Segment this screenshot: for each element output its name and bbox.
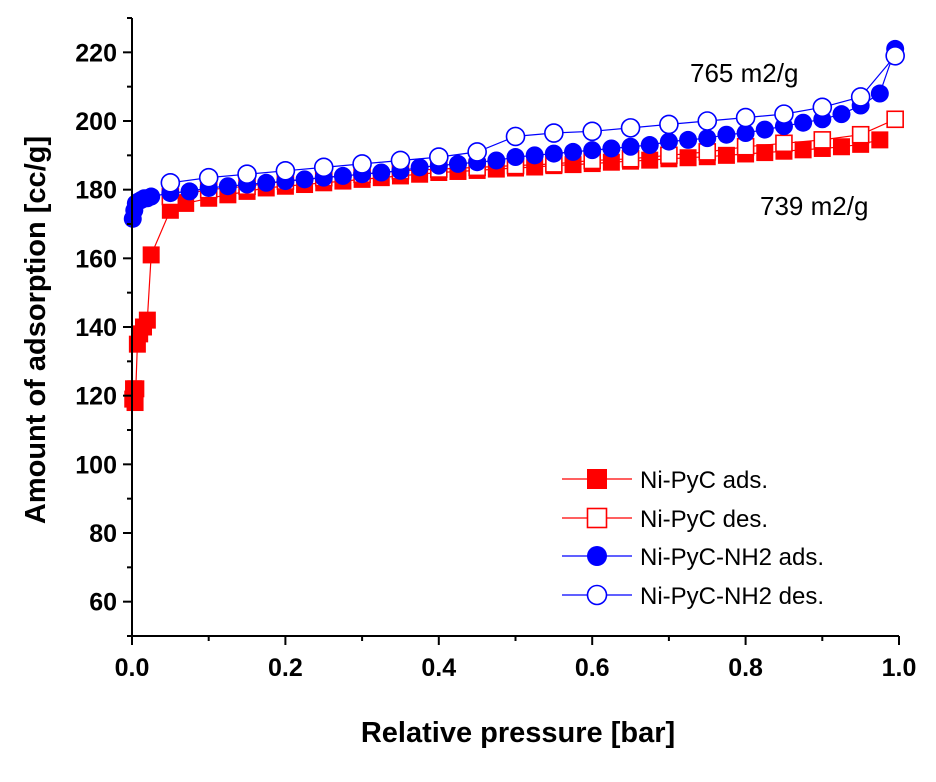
legend-marker-ni-pyc-ads xyxy=(587,469,607,489)
x-tick-label: 0.0 xyxy=(115,654,150,682)
y-tick-label: 180 xyxy=(75,177,117,205)
data-point xyxy=(832,105,851,124)
data-point xyxy=(775,134,793,153)
data-point xyxy=(237,164,257,185)
data-point xyxy=(774,104,794,124)
data-point xyxy=(697,111,718,131)
legend-label-ni-pyc-nh2-des: Ni-PyC-NH2 des. xyxy=(640,583,824,610)
data-point xyxy=(698,129,717,148)
legend-entry-ni-pyc-nh2-ads: Ni-PyC-NH2 ads. xyxy=(562,544,824,571)
data-point xyxy=(564,142,583,161)
data-point xyxy=(138,311,156,329)
data-point xyxy=(871,131,889,149)
data-point xyxy=(583,141,602,160)
data-point xyxy=(640,136,659,155)
data-point xyxy=(257,173,276,192)
legend-marker-ni-pyc-nh2-des xyxy=(586,584,608,606)
data-point xyxy=(544,144,563,163)
data-point xyxy=(142,187,161,206)
x-axis-title: Relative pressure [bar] xyxy=(361,717,675,749)
axes: 0.0 0.2 0.4 0.6 0.8 1.0 60 80 100 120 140 160 180 200… xyxy=(75,17,917,682)
y-tick-label: 60 xyxy=(89,589,117,617)
data-point xyxy=(679,130,698,149)
data-point xyxy=(850,87,871,107)
x-tick-label: 0.2 xyxy=(268,654,303,682)
data-point xyxy=(602,153,620,171)
legend-marker-ni-pyc-nh2-ads xyxy=(587,546,607,566)
y-tick-label: 160 xyxy=(75,245,117,273)
annotation-des-surface-area: 739 m2/g xyxy=(760,191,868,221)
data-point xyxy=(506,148,525,167)
data-point xyxy=(180,182,199,201)
y-tick-label: 80 xyxy=(89,520,117,548)
data-point xyxy=(275,160,296,181)
legend-entry-ni-pyc-des: Ni-PyC des. xyxy=(562,506,768,533)
data-point xyxy=(659,132,678,151)
data-point xyxy=(428,147,449,167)
y-axis-title: Amount of adsorption [cc/g] xyxy=(20,136,52,524)
data-point xyxy=(218,177,237,196)
data-point xyxy=(126,394,144,412)
y-tick-label: 120 xyxy=(75,383,117,411)
data-point xyxy=(602,139,621,158)
data-point xyxy=(813,131,832,149)
data-point xyxy=(717,146,735,164)
legend-label-ni-pyc-nh2-ads: Ni-PyC-NH2 ads. xyxy=(640,544,824,571)
y-tick-label: 140 xyxy=(75,314,117,342)
data-point xyxy=(794,141,812,159)
x-tick-label: 0.6 xyxy=(575,654,610,682)
plot-area xyxy=(123,39,905,412)
data-point xyxy=(333,166,352,185)
data-point xyxy=(621,137,640,156)
legend-label-ni-pyc-des: Ni-PyC des. xyxy=(640,506,768,533)
data-point xyxy=(755,120,774,139)
y-tick-label: 100 xyxy=(75,451,117,479)
annotation-ads-surface-area: 765 m2/g xyxy=(690,58,798,88)
data-point xyxy=(885,45,905,66)
x-tick-label: 0.4 xyxy=(421,654,456,682)
data-point xyxy=(582,121,603,142)
data-point xyxy=(659,114,679,135)
data-point xyxy=(295,170,314,189)
data-point xyxy=(641,151,659,169)
data-point xyxy=(717,125,736,144)
data-point xyxy=(313,157,334,178)
x-tick-label: 1.0 xyxy=(882,654,917,682)
x-tick-label: 0.8 xyxy=(728,654,763,682)
data-point xyxy=(564,156,582,174)
data-point xyxy=(352,154,372,174)
y-tick-label: 220 xyxy=(75,39,117,67)
data-point xyxy=(756,144,774,162)
legend-entry-ni-pyc-ads: Ni-PyC ads. xyxy=(562,467,768,494)
data-point xyxy=(487,151,506,170)
data-point xyxy=(142,246,160,264)
data-point xyxy=(870,84,889,103)
data-point xyxy=(410,158,429,177)
data-point xyxy=(886,110,904,129)
data-point xyxy=(735,107,756,128)
data-point xyxy=(448,154,467,173)
data-point xyxy=(372,163,391,182)
data-point xyxy=(467,142,487,162)
data-point xyxy=(390,150,411,171)
legend-label-ni-pyc-ads: Ni-PyC ads. xyxy=(640,467,768,494)
legend-entry-ni-pyc-nh2-des: Ni-PyC-NH2 des. xyxy=(562,583,824,610)
legend-marker-ni-pyc-des xyxy=(586,507,608,529)
data-point xyxy=(794,113,813,132)
y-tick-label: 200 xyxy=(75,108,117,136)
legend: Ni-PyC ads. Ni-PyC des. Ni-PyC-NH2 ads. … xyxy=(562,467,824,610)
data-point xyxy=(832,138,850,156)
data-point xyxy=(525,146,544,165)
data-point xyxy=(679,149,697,167)
data-point xyxy=(620,118,641,138)
data-point xyxy=(505,126,526,147)
data-point xyxy=(812,97,833,118)
data-point xyxy=(161,201,179,219)
data-point xyxy=(160,173,181,193)
data-point xyxy=(544,123,564,143)
data-point xyxy=(736,124,755,143)
data-point xyxy=(198,167,219,188)
data-point xyxy=(851,125,870,144)
